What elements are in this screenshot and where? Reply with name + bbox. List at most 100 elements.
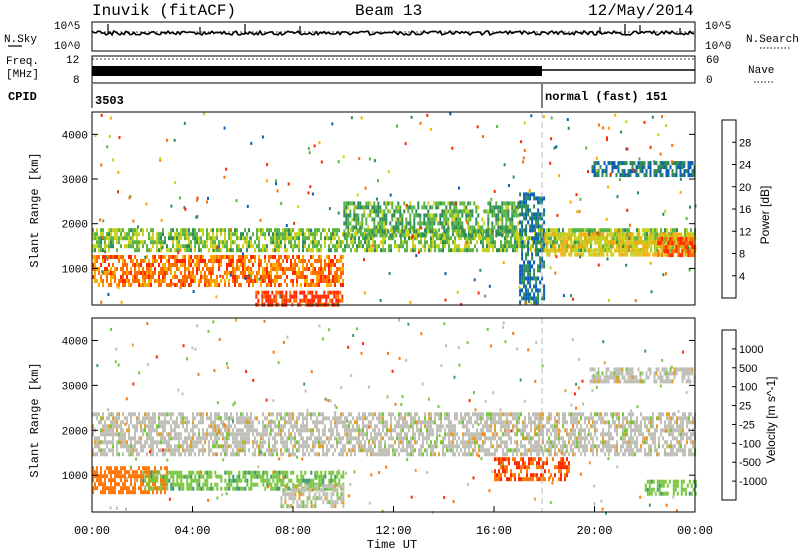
- heatmap-cell: [362, 416, 364, 421]
- heatmap-cell: [128, 432, 130, 437]
- heatmap-cell: [521, 252, 524, 257]
- heatmap-cell: [484, 248, 486, 253]
- heatmap-cell: [672, 244, 674, 249]
- heatmap-cell: [240, 283, 242, 287]
- heatmap-cell: [515, 209, 518, 214]
- heatmap-cell: [236, 275, 238, 279]
- heatmap-cell: [320, 444, 322, 449]
- heatmap-cell: [435, 206, 438, 210]
- heatmap-cell: [214, 416, 216, 421]
- heatmap-cell: [464, 248, 466, 253]
- heatmap-cell: [342, 444, 344, 449]
- heatmap-cell: [424, 436, 426, 441]
- heatmap-cell: [428, 432, 430, 437]
- heatmap-cell: [114, 267, 116, 271]
- heatmap-cell: [236, 428, 238, 433]
- heatmap-cell: [642, 248, 645, 253]
- heatmap-cell: [242, 236, 244, 241]
- heatmap-cell: [146, 275, 148, 279]
- heatmap-cell: [529, 208, 532, 213]
- heatmap-cell: [330, 240, 332, 245]
- heatmap-cell: [652, 228, 654, 233]
- heatmap-cell: [408, 232, 410, 237]
- heatmap-cell: [338, 452, 340, 457]
- heatmap-cell: [484, 420, 486, 425]
- heatmap-cell: [338, 240, 340, 245]
- heatmap-cell: [628, 228, 630, 233]
- heatmap-cell: [269, 298, 272, 303]
- heatmap-cell: [112, 432, 114, 437]
- heatmap-cell: [630, 240, 633, 245]
- heatmap-cell: [148, 279, 150, 283]
- heatmap-cell: [523, 212, 526, 217]
- heatmap-cell: [294, 232, 296, 237]
- heatmap-cell: [441, 221, 444, 226]
- heatmap-cell: [494, 424, 496, 429]
- heatmap-cell: [644, 248, 647, 253]
- heatmap-cell: [580, 248, 582, 253]
- heatmap-cell: [267, 294, 270, 299]
- heatmap-cell: [266, 416, 268, 421]
- heatmap-cell: [370, 244, 372, 249]
- heatmap-cell: [375, 225, 378, 230]
- heatmap-cell: [459, 209, 462, 214]
- heatmap-cell: [654, 248, 657, 253]
- heatmap-cell: [404, 142, 407, 146]
- heatmap-cell: [543, 288, 546, 293]
- heatmap-cell: [232, 436, 234, 441]
- heatmap-cell: [529, 280, 532, 285]
- heatmap-cell: [687, 241, 690, 246]
- heatmap-cell: [292, 228, 294, 233]
- heatmap-cell: [266, 267, 268, 271]
- heatmap-cell: [366, 448, 368, 453]
- heatmap-cell: [170, 432, 172, 437]
- heatmap-cell: [494, 420, 496, 425]
- heatmap-cell: [326, 275, 328, 279]
- heatmap-cell: [282, 267, 284, 271]
- heatmap-cell: [228, 432, 230, 437]
- heatmap-cell: [556, 228, 558, 233]
- heatmap-cell: [116, 228, 118, 233]
- heatmap-cell: [152, 240, 154, 245]
- heatmap-cell: [290, 436, 292, 441]
- heatmap-cell: [506, 236, 508, 241]
- heatmap-cell: [276, 271, 278, 275]
- heatmap-cell: [459, 221, 462, 226]
- heatmap-cell: [595, 161, 598, 166]
- heatmap-cell: [661, 253, 664, 258]
- heatmap-cell: [360, 448, 362, 453]
- heatmap-cell: [667, 169, 670, 174]
- heatmap-cell: [680, 232, 683, 237]
- heatmap-cell: [466, 440, 468, 445]
- heatmap-cell: [533, 192, 536, 197]
- heatmap-cell: [140, 428, 142, 433]
- heatmap-cell: [302, 255, 304, 259]
- heatmap-cell: [461, 209, 464, 214]
- heatmap-cell: [509, 217, 512, 222]
- heatmap-cell: [590, 240, 593, 245]
- heatmap-cell: [429, 229, 432, 234]
- heatmap-cell: [498, 436, 500, 441]
- heatmap-cell: [537, 292, 540, 297]
- heatmap-cell: [278, 267, 280, 271]
- heatmap-cell: [524, 232, 526, 237]
- heatmap-cell: [454, 432, 456, 437]
- heatmap-cell: [112, 236, 114, 241]
- heatmap-cell: [240, 440, 242, 445]
- heatmap-cell: [186, 444, 188, 449]
- heatmap-cell: [604, 236, 606, 241]
- heatmap-cell: [434, 416, 436, 421]
- heatmap-cell: [421, 205, 424, 210]
- heatmap-cell: [586, 248, 589, 253]
- heatmap-cell: [616, 195, 619, 199]
- heatmap-cell: [277, 290, 280, 295]
- heatmap-cell: [677, 245, 680, 250]
- heatmap-cell: [492, 244, 494, 249]
- heatmap-cell: [260, 232, 262, 237]
- heatmap-cell: [492, 444, 494, 449]
- heatmap-cell: [260, 259, 262, 263]
- heatmap-cell: [196, 198, 199, 202]
- heatmap-cell: [302, 436, 304, 441]
- heatmap-cell: [345, 233, 348, 238]
- heatmap-cell: [373, 217, 376, 222]
